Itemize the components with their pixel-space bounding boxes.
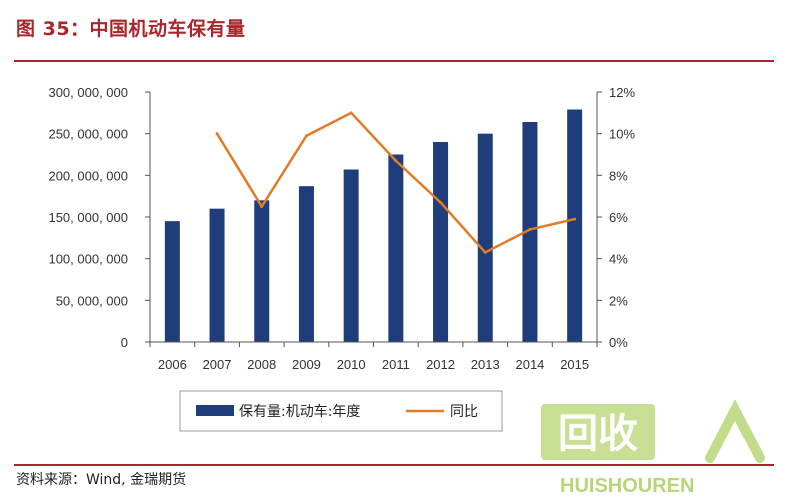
legend-box (179, 390, 503, 432)
x-tick-label: 2014 (515, 357, 544, 372)
right-tick-label: 12% (609, 85, 635, 100)
line-point-2014 (528, 228, 532, 231)
left-tick-label: 100, 000, 000 (48, 252, 128, 267)
x-tick-label: 2011 (382, 357, 410, 372)
right-tick-label: 8% (609, 168, 628, 183)
line-point-2010 (349, 111, 353, 115)
source-rule (14, 464, 774, 466)
bar-2007 (209, 208, 225, 342)
left-tick-label: 200, 000, 000 (48, 168, 128, 183)
line-point-2007 (215, 132, 219, 136)
title-rule (14, 60, 774, 62)
x-tick-label: 2015 (560, 357, 589, 372)
bar-2011 (388, 154, 404, 342)
right-tick-label: 0% (609, 335, 628, 350)
left-tick-label: 0 (121, 335, 128, 350)
left-tick-label: 50, 000, 000 (56, 293, 128, 308)
line-point-2012 (439, 200, 443, 204)
line-point-2015 (573, 217, 577, 221)
bar-2013 (477, 133, 493, 342)
x-tick-label: 2008 (247, 357, 276, 372)
bar-2015 (567, 109, 583, 342)
left-tick-label: 250, 000, 000 (48, 127, 128, 142)
line-series (215, 111, 577, 254)
watermark-logo-text: 回收 (558, 412, 638, 456)
x-tick-label: 2010 (337, 357, 366, 372)
person-icon (705, 400, 765, 463)
right-tick-label: 4% (609, 252, 628, 267)
legend-label-bar: 保有量:机动车:年度 (239, 403, 360, 420)
bar-2009 (298, 186, 314, 342)
bar-2012 (433, 142, 449, 342)
x-tick-label: 2006 (158, 357, 187, 372)
left-tick-label: 150, 000, 000 (48, 210, 128, 225)
line-point-2009 (304, 134, 308, 138)
x-tick-label: 2013 (471, 357, 500, 372)
left-axis: 0 50, 000, 000 100, 000, 000 150, 000, 000 2… (48, 85, 151, 350)
watermark-wordmark: HUISHOUREN (560, 475, 694, 497)
line-point-2011 (394, 159, 398, 163)
bar-2006 (164, 221, 180, 342)
right-tick-label: 10% (609, 127, 635, 142)
watermark-logo: 回收 HUISHOUREN (541, 400, 765, 497)
watermark-box (541, 404, 655, 460)
right-tick-label: 2% (609, 293, 628, 308)
right-tick-label: 6% (609, 210, 628, 225)
legend-swatch-bar (196, 405, 234, 416)
x-tick-label: 2007 (203, 357, 232, 372)
x-tick-label: 2012 (426, 357, 455, 372)
line-point-2013 (483, 250, 487, 254)
source-note: 资料来源：Wind, 金瑞期货 (16, 472, 187, 488)
x-tick-label: 2009 (292, 357, 321, 372)
bar-series (164, 109, 583, 342)
legend: 保有量:机动车:年度 同比 (179, 390, 503, 432)
legend-label-line: 同比 (450, 404, 478, 420)
bar-2008 (254, 200, 270, 342)
left-tick-label: 300, 000, 000 (48, 85, 128, 100)
bar-2014 (522, 122, 538, 342)
figure-title: 图 35：中国机动车保有量 (16, 18, 246, 40)
line-point-2008 (260, 205, 264, 209)
bar-2010 (343, 169, 359, 342)
x-axis: 2006 2007 2008 2009 2010 2011 2012 2013 2014 2015 (149, 341, 598, 372)
right-axis: 0% 2% 4% 6% 8% 10% 12% (596, 85, 635, 350)
